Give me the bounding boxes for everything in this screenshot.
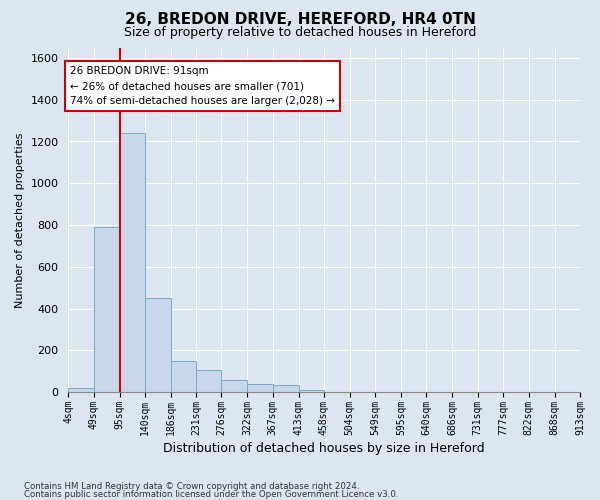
Text: Contains HM Land Registry data © Crown copyright and database right 2024.: Contains HM Land Registry data © Crown c… xyxy=(24,482,359,491)
Bar xyxy=(119,133,145,392)
Text: 26 BREDON DRIVE: 91sqm
← 26% of detached houses are smaller (701)
74% of semi-de: 26 BREDON DRIVE: 91sqm ← 26% of detached… xyxy=(70,66,335,106)
Bar xyxy=(94,227,119,392)
Bar xyxy=(221,380,247,392)
Bar xyxy=(196,370,221,392)
Y-axis label: Number of detached properties: Number of detached properties xyxy=(15,132,25,308)
Bar xyxy=(299,390,324,392)
Text: Size of property relative to detached houses in Hereford: Size of property relative to detached ho… xyxy=(124,26,476,39)
Text: 26, BREDON DRIVE, HEREFORD, HR4 0TN: 26, BREDON DRIVE, HEREFORD, HR4 0TN xyxy=(125,12,475,28)
Bar xyxy=(68,388,94,392)
Text: Contains public sector information licensed under the Open Government Licence v3: Contains public sector information licen… xyxy=(24,490,398,499)
Bar xyxy=(273,385,299,392)
Bar xyxy=(171,361,196,392)
X-axis label: Distribution of detached houses by size in Hereford: Distribution of detached houses by size … xyxy=(163,442,485,455)
Bar xyxy=(145,298,171,392)
Bar xyxy=(247,384,273,392)
